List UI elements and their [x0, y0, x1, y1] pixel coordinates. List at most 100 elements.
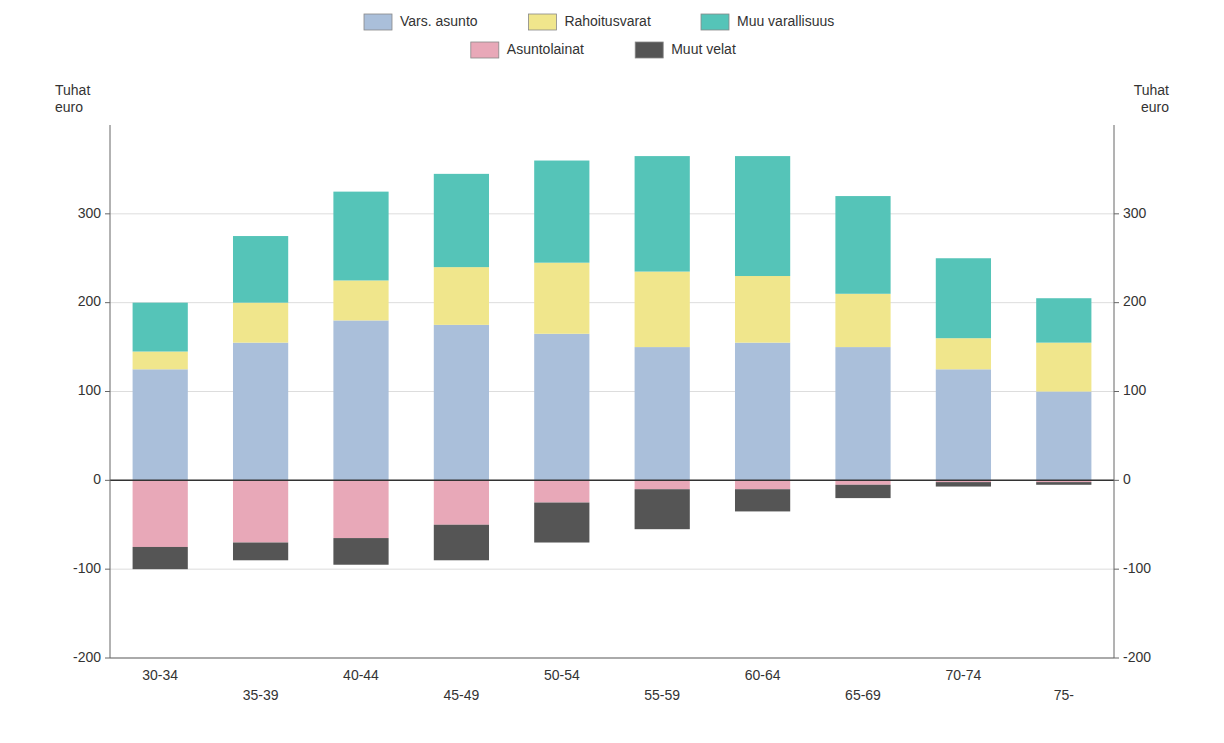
legend-label: Muut velat — [671, 41, 736, 57]
bar — [936, 369, 991, 480]
bar — [233, 543, 288, 561]
grid — [110, 214, 1114, 658]
x-tick-label: 55-59 — [644, 687, 680, 703]
y2-tick-label: 200 — [1123, 293, 1147, 309]
y2-tick-label: -100 — [1123, 560, 1151, 576]
legend-swatch — [701, 14, 729, 30]
legend-label: Asuntolainat — [507, 41, 584, 57]
grid-line — [110, 658, 1114, 659]
bar — [735, 343, 790, 481]
x-tick-label: 75- — [1054, 687, 1075, 703]
bar — [635, 156, 690, 271]
x-tick-label: 45-49 — [443, 687, 479, 703]
bar — [635, 489, 690, 529]
y-tick-label: 300 — [78, 205, 102, 221]
y2-tick — [1114, 391, 1119, 392]
bar — [1036, 298, 1091, 342]
x-tick-label: 40-44 — [343, 667, 379, 683]
bar — [735, 489, 790, 511]
grid-line — [110, 213, 1114, 214]
y2-axis-label: Tuhateuro — [1134, 82, 1169, 115]
legend-swatch — [635, 42, 663, 58]
grid-line — [110, 569, 1114, 570]
x-tick-label: 30-34 — [142, 667, 178, 683]
bar — [635, 347, 690, 480]
bar — [434, 267, 489, 325]
bar — [1036, 343, 1091, 392]
y-axis-label: Tuhateuro — [55, 82, 90, 115]
bar — [735, 480, 790, 489]
bar — [233, 303, 288, 343]
x-tick-label: 35-39 — [243, 687, 279, 703]
bar — [835, 485, 890, 498]
bars — [133, 156, 1092, 569]
bar — [333, 280, 388, 320]
y2-tick — [1114, 658, 1119, 659]
y2-tick — [1114, 480, 1119, 481]
y-tick — [105, 302, 110, 303]
x-tick-label: 65-69 — [845, 687, 881, 703]
grid-line — [110, 480, 1114, 481]
y-tick-label: -100 — [73, 560, 101, 576]
y2-tick-label: 100 — [1123, 382, 1147, 398]
bar — [434, 325, 489, 480]
y2-tick-label: 0 — [1123, 471, 1131, 487]
y-tick-label: 0 — [93, 471, 101, 487]
bar — [133, 352, 188, 370]
x-tick-label: 60-64 — [745, 667, 781, 683]
bar — [534, 161, 589, 263]
bar — [133, 547, 188, 569]
baseline — [110, 480, 1114, 482]
bar — [534, 480, 589, 502]
bar — [434, 525, 489, 561]
bar — [835, 294, 890, 347]
bar — [434, 174, 489, 267]
x-tick-label: 70-74 — [945, 667, 981, 683]
y2-tick — [1114, 569, 1119, 570]
legend-label: Muu varallisuus — [737, 13, 834, 29]
bar — [333, 192, 388, 281]
bar — [735, 156, 790, 276]
legend-label: Vars. asunto — [400, 13, 478, 29]
y2-tick — [1114, 302, 1119, 303]
bar — [835, 196, 890, 294]
y-tick-label: 100 — [78, 382, 102, 398]
bar — [936, 258, 991, 338]
bar — [735, 276, 790, 343]
bar — [434, 480, 489, 524]
y-tick-label: 200 — [78, 293, 102, 309]
bar — [1036, 392, 1091, 481]
bar — [635, 480, 690, 489]
y2-tick-label: 300 — [1123, 205, 1147, 221]
bar — [333, 320, 388, 480]
y-tick — [105, 569, 110, 570]
bar — [1036, 482, 1091, 485]
y-tick — [105, 213, 110, 214]
x-tick-label: 50-54 — [544, 667, 580, 683]
legend: Vars. asunto Rahoitusvarat Muu varallisuus… — [364, 13, 834, 58]
bar — [534, 334, 589, 481]
x-axis-line — [110, 658, 1114, 659]
bar — [133, 369, 188, 480]
y-tick — [105, 391, 110, 392]
bar — [233, 343, 288, 481]
bar — [233, 480, 288, 542]
y2-tick-label: -200 — [1123, 649, 1151, 665]
bar — [534, 503, 589, 543]
legend-swatch — [528, 14, 556, 30]
axes: -200 -100 0 100 200 300 -200 -100 0 100 200 300 — [73, 125, 1151, 665]
bar — [635, 272, 690, 348]
legend-swatch — [364, 14, 392, 30]
y2-tick — [1114, 213, 1119, 214]
bar — [835, 347, 890, 480]
bar — [133, 303, 188, 352]
y-tick — [105, 658, 110, 659]
y-tick — [105, 480, 110, 481]
legend-label: Rahoitusvarat — [564, 13, 650, 29]
bar — [333, 538, 388, 565]
bar — [534, 263, 589, 334]
bar — [936, 338, 991, 369]
bar — [233, 236, 288, 303]
bar — [133, 480, 188, 547]
y-tick-label: -200 — [73, 649, 101, 665]
